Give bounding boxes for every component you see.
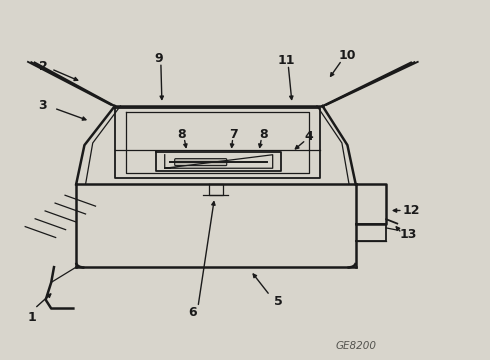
Text: GE8200: GE8200: [335, 341, 376, 351]
Text: 5: 5: [274, 296, 283, 309]
Text: 8: 8: [259, 128, 268, 141]
Text: 12: 12: [402, 204, 420, 217]
Text: 1: 1: [27, 311, 36, 324]
Text: 9: 9: [155, 51, 164, 64]
Text: 3: 3: [39, 99, 47, 112]
Text: 2: 2: [39, 60, 48, 73]
Text: 13: 13: [400, 228, 417, 241]
Text: 8: 8: [177, 128, 186, 141]
Text: 10: 10: [339, 49, 356, 62]
Text: 6: 6: [188, 306, 196, 319]
Text: 7: 7: [229, 128, 238, 141]
Text: 11: 11: [278, 54, 295, 67]
FancyBboxPatch shape: [174, 159, 227, 166]
Text: 4: 4: [304, 130, 313, 143]
